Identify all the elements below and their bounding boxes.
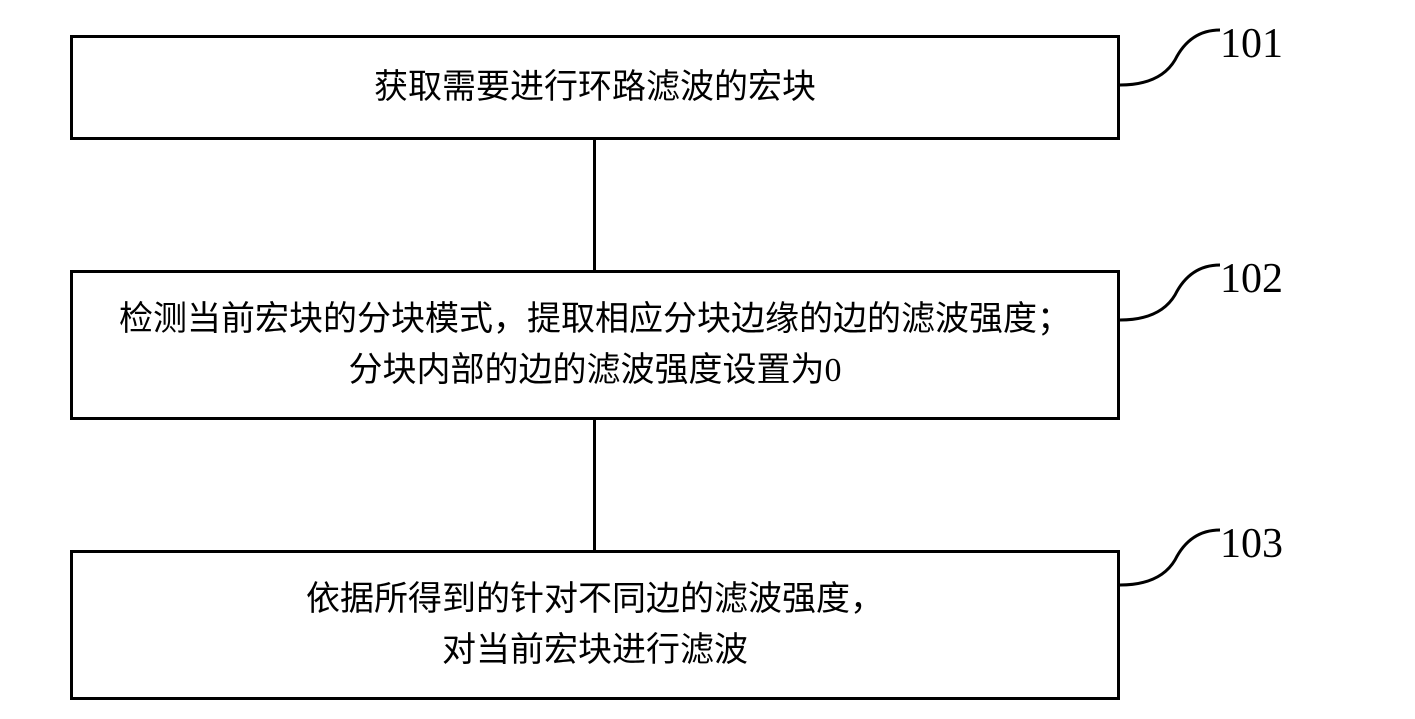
step-101-label: 101 bbox=[1220, 20, 1283, 68]
label-curve-102 bbox=[1120, 260, 1220, 330]
label-curve-103 bbox=[1120, 525, 1220, 595]
step-102-label: 102 bbox=[1220, 255, 1283, 303]
label-curve-101 bbox=[1120, 25, 1220, 95]
step-102-text: 检测当前宏块的分块模式，提取相应分块边缘的边的滤波强度；分块内部的边的滤波强度设… bbox=[73, 284, 1117, 406]
step-103-label: 103 bbox=[1220, 520, 1283, 568]
step-101-text: 获取需要进行环路滤波的宏块 bbox=[344, 52, 846, 123]
connector-101-102 bbox=[593, 140, 596, 270]
step-103-text: 依据所得到的针对不同边的滤波强度， 对当前宏块进行滤波 bbox=[276, 564, 914, 686]
flowchart-step-101: 获取需要进行环路滤波的宏块 bbox=[70, 35, 1120, 140]
flowchart-step-102: 检测当前宏块的分块模式，提取相应分块边缘的边的滤波强度；分块内部的边的滤波强度设… bbox=[70, 270, 1120, 420]
flowchart-step-103: 依据所得到的针对不同边的滤波强度， 对当前宏块进行滤波 bbox=[70, 550, 1120, 700]
connector-102-103 bbox=[593, 420, 596, 550]
